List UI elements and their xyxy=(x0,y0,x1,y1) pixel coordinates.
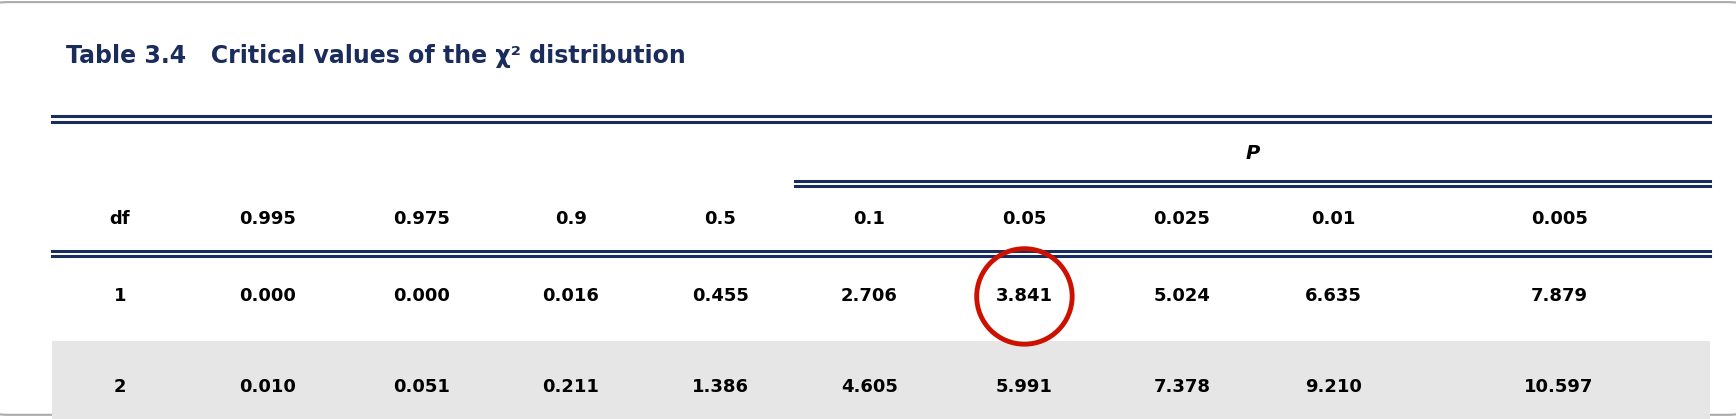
Text: 9.210: 9.210 xyxy=(1305,378,1363,396)
Text: 0.455: 0.455 xyxy=(691,287,748,305)
Text: 6.635: 6.635 xyxy=(1305,287,1363,305)
Text: 0.000: 0.000 xyxy=(394,287,450,305)
Text: 5.991: 5.991 xyxy=(996,378,1052,396)
Text: 5.024: 5.024 xyxy=(1153,287,1210,305)
Text: 0.005: 0.005 xyxy=(1531,210,1587,228)
Text: 7.378: 7.378 xyxy=(1153,378,1210,396)
Text: P: P xyxy=(1245,145,1260,163)
Text: 0.010: 0.010 xyxy=(240,378,297,396)
Text: 1: 1 xyxy=(115,287,127,305)
Text: 4.605: 4.605 xyxy=(840,378,898,396)
Text: 0.016: 0.016 xyxy=(543,287,599,305)
Text: 0.01: 0.01 xyxy=(1311,210,1356,228)
Text: df: df xyxy=(109,210,130,228)
Text: 1.386: 1.386 xyxy=(691,378,748,396)
Text: 0.211: 0.211 xyxy=(543,378,599,396)
Text: 0.9: 0.9 xyxy=(556,210,587,228)
Text: 2.706: 2.706 xyxy=(840,287,898,305)
Text: Table 3.4   Critical values of the χ² distribution: Table 3.4 Critical values of the χ² dist… xyxy=(66,44,686,68)
Text: 0.1: 0.1 xyxy=(854,210,885,228)
Text: 7.879: 7.879 xyxy=(1531,287,1588,305)
Text: 0.000: 0.000 xyxy=(240,287,297,305)
Text: 10.597: 10.597 xyxy=(1524,378,1594,396)
Text: 0.995: 0.995 xyxy=(240,210,297,228)
Text: 0.051: 0.051 xyxy=(394,378,450,396)
Text: 2: 2 xyxy=(115,378,127,396)
Text: 3.841: 3.841 xyxy=(996,287,1054,305)
Text: 0.025: 0.025 xyxy=(1153,210,1210,228)
Text: 0.975: 0.975 xyxy=(394,210,450,228)
Text: 0.05: 0.05 xyxy=(1002,210,1047,228)
Text: 0.5: 0.5 xyxy=(705,210,736,228)
